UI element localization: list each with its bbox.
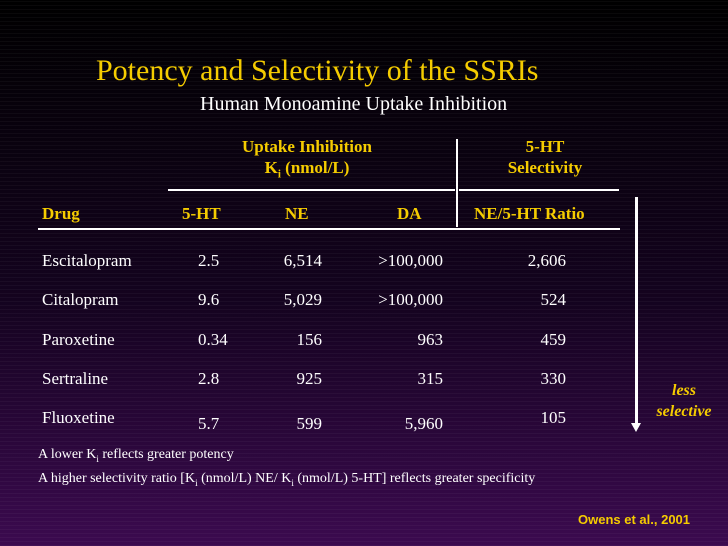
col-header-drug: Drug — [42, 204, 80, 223]
arrow-head-icon — [631, 423, 641, 432]
value-ratio: 2,606 — [527, 251, 566, 270]
col-header-ratio: NE/5-HT Ratio — [474, 204, 585, 223]
col-header-5ht: 5-HT — [182, 204, 221, 223]
value-5ht: 5.7 — [198, 414, 220, 433]
value-da: 5,960 — [404, 414, 443, 433]
value-5ht: 0.34 — [198, 330, 228, 349]
value-ne: 925 — [296, 369, 323, 388]
selectivity-header: 5-HT Selectivity — [480, 136, 610, 178]
uptake-inhibition-header: Uptake Inhibition Ki (nmol/L) — [212, 136, 402, 185]
slide-title: Potency and Selectivity of the SSRIs — [96, 54, 539, 87]
col-header-da: DA — [397, 204, 422, 223]
value-ratio: 105 — [540, 408, 567, 427]
uptake-header-line2: Ki (nmol/L) — [264, 158, 350, 181]
drug-name: Sertraline — [42, 369, 109, 388]
selectivity-header-line1: 5-HT — [525, 137, 565, 156]
value-5ht: 2.5 — [198, 251, 220, 270]
drug-name: Escitalopram — [42, 251, 132, 270]
column-divider — [456, 139, 458, 227]
citation: Owens et al., 2001 — [578, 512, 691, 527]
value-5ht: 9.6 — [198, 290, 220, 309]
value-ne: 156 — [296, 330, 323, 349]
value-5ht: 2.8 — [198, 369, 220, 388]
value-da: 315 — [417, 369, 444, 388]
drug-name: Fluoxetine — [42, 408, 115, 427]
value-ratio: 459 — [540, 330, 567, 349]
value-ne: 5,029 — [283, 290, 322, 309]
selectivity-note: A higher selectivity ratio [Ki (nmol/L) … — [38, 471, 536, 488]
col-header-ne: NE — [285, 204, 309, 223]
potency-note: A lower Ki reflects greater potency — [38, 447, 234, 464]
selectivity-header-rule — [459, 189, 619, 191]
column-header-rule — [38, 228, 620, 230]
selectivity-header-line2: Selectivity — [507, 158, 583, 177]
value-ne: 6,514 — [283, 251, 322, 270]
value-ne: 599 — [296, 414, 323, 433]
uptake-header-line1: Uptake Inhibition — [242, 137, 372, 156]
drug-name: Paroxetine — [42, 330, 115, 349]
value-da: >100,000 — [378, 290, 443, 309]
down-arrow-icon — [635, 197, 638, 425]
value-da: >100,000 — [378, 251, 443, 270]
drug-name: Citalopram — [42, 290, 119, 309]
value-da: 963 — [417, 330, 444, 349]
less-selective-label: less selective — [656, 382, 712, 420]
value-ratio: 330 — [540, 369, 567, 388]
uptake-header-rule — [168, 189, 455, 191]
slide-subtitle: Human Monoamine Uptake Inhibition — [200, 93, 508, 115]
value-ratio: 524 — [540, 290, 567, 309]
